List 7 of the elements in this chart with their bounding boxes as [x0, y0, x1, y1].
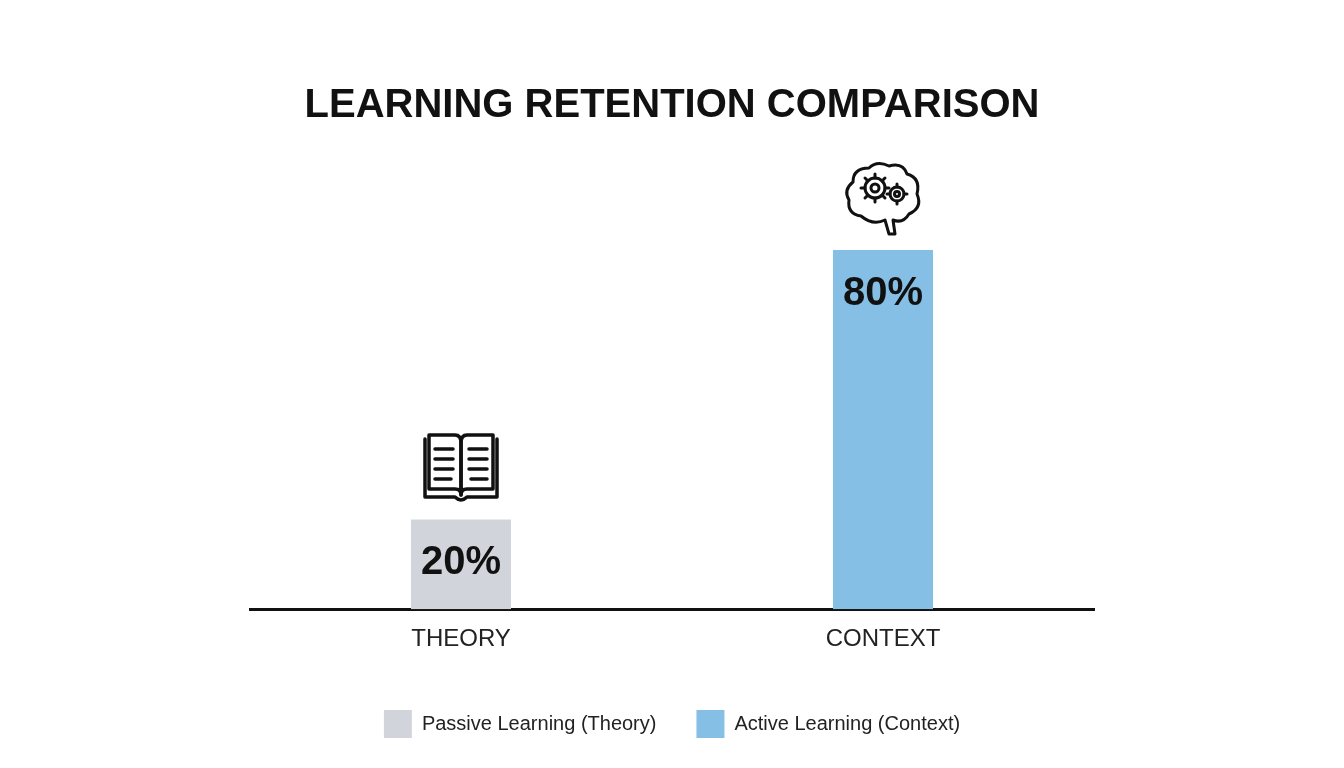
- data-label: 80%: [842, 269, 924, 314]
- x-tick-label: THEORY: [411, 624, 511, 652]
- data-label: 20%: [420, 538, 502, 583]
- x-tick-label: CONTEXT: [825, 624, 941, 652]
- chart-title: LEARNING RETENTION COMPARISON: [304, 81, 1040, 126]
- legend-label: Passive Learning (Theory): [421, 711, 657, 734]
- legend-label: Active Learning (Context): [734, 711, 961, 734]
